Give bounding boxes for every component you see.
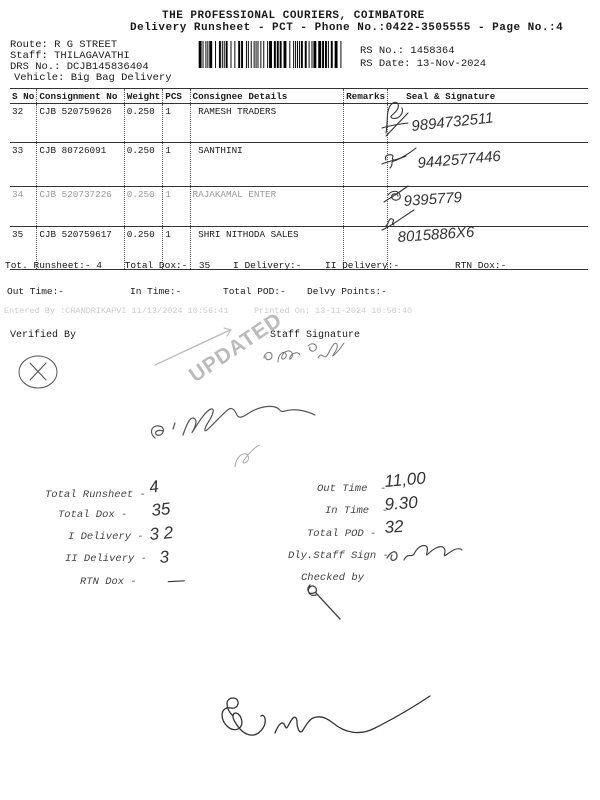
svg-text:11,00: 11,00 — [385, 472, 427, 491]
svg-text:3 2: 3 2 — [150, 523, 174, 544]
svg-text:32: 32 — [385, 517, 405, 537]
svg-text:3: 3 — [159, 547, 171, 567]
svg-text:9894732511: 9894732511 — [411, 109, 495, 135]
svg-text:9442577446: 9442577446 — [417, 148, 502, 172]
svg-text:9395779: 9395779 — [403, 189, 463, 210]
svg-text:35: 35 — [150, 499, 171, 520]
svg-text:4: 4 — [150, 478, 160, 497]
svg-text:—: — — [166, 570, 186, 588]
svg-text:9.30: 9.30 — [385, 493, 419, 514]
svg-text:8015886X6: 8015886X6 — [397, 224, 475, 246]
